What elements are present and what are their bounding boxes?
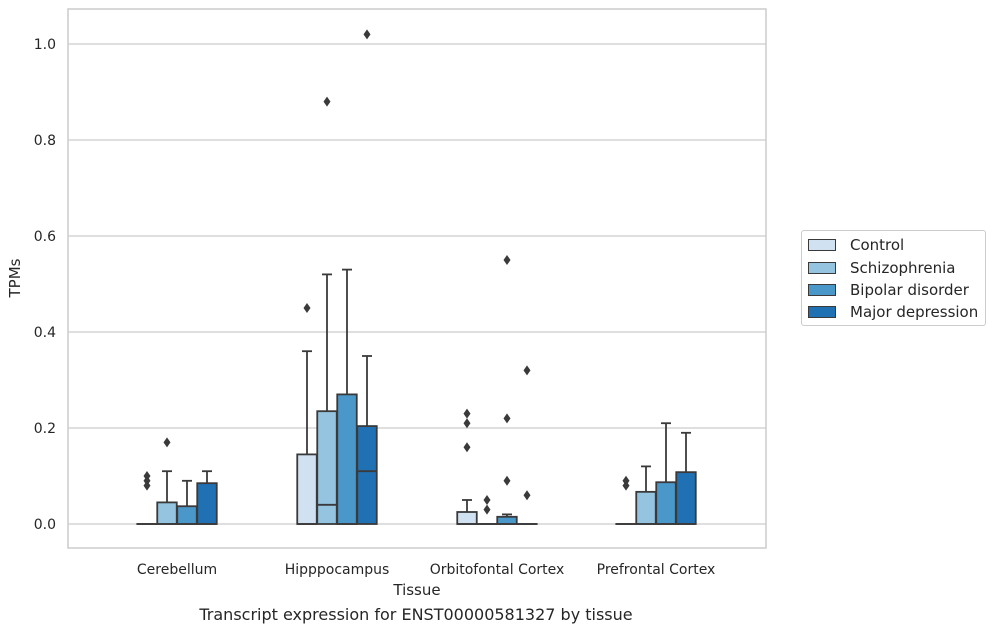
legend-label-control: Control [850, 236, 905, 254]
outlier-point [503, 475, 511, 486]
x-tick-label: Orbitofontal Cortex [430, 562, 565, 578]
box-rect [655, 481, 677, 525]
box-rect [156, 501, 178, 525]
y-tick-label: 0.0 [34, 517, 56, 533]
outlier-point [163, 437, 171, 448]
plot-area-frame [67, 8, 767, 549]
legend-label-major-depression: Major depression [850, 303, 979, 321]
outlier-point [463, 408, 471, 419]
outlier-point [523, 490, 531, 501]
outlier-point [323, 96, 331, 107]
outlier-point [363, 29, 371, 40]
x-tick-label: Hipppocampus [285, 562, 390, 578]
outlier-point [503, 255, 511, 265]
outlier-point [503, 413, 511, 424]
x-tick-label: Cerebellum [137, 562, 217, 578]
outlier-point [463, 442, 471, 453]
outlier-point [523, 365, 531, 376]
legend-label-bipolar-disorder: Bipolar disorder [850, 281, 969, 299]
box-rect [456, 511, 478, 525]
y-tick-label: 0.6 [34, 229, 56, 245]
box-rect [176, 505, 198, 525]
box-rect [356, 425, 378, 525]
box-rect [675, 471, 697, 525]
y-tick-label: 1.0 [34, 37, 56, 53]
x-tick-labels: Cerebellum Hipppocampus Orbitofontal Corte… [137, 562, 715, 578]
legend-label-schizophrenia: Schizophrenia [850, 259, 956, 277]
legend-swatch-bipolar-disorder [808, 284, 836, 296]
box-rect [496, 515, 518, 525]
box-rect [316, 410, 338, 525]
box-rect [336, 393, 358, 525]
outlier-point [483, 504, 491, 515]
legend-item-schizophrenia: Schizophrenia [808, 259, 955, 277]
legend: Control Schizophrenia Bipolar disorder M… [801, 230, 986, 326]
legend-item-major-depression: Major depression [808, 303, 978, 321]
legend-swatch-schizophrenia [808, 262, 836, 274]
box-rect [635, 490, 657, 525]
outlier-point [483, 495, 491, 505]
outlier-point [463, 418, 471, 429]
box-rect [296, 453, 318, 525]
chart-title: Transcript expression for ENST0000058132… [199, 605, 633, 624]
x-axis-label: Tissue [392, 581, 440, 599]
plot-outliers [143, 29, 630, 515]
plot-boxes [136, 268, 697, 525]
outlier-point [143, 471, 151, 481]
y-tick-labels: 0.0 0.2 0.4 0.6 0.8 1.0 [34, 37, 56, 533]
y-tick-label: 0.2 [34, 421, 56, 437]
y-tick-label: 0.8 [34, 133, 56, 149]
y-gridlines [68, 43, 766, 525]
box-rect [196, 482, 218, 525]
legend-item-control: Control [808, 236, 904, 254]
outlier-point [622, 475, 630, 486]
legend-item-bipolar-disorder: Bipolar disorder [808, 281, 969, 299]
y-axis-label: TPMs [6, 258, 24, 298]
legend-swatch-control [808, 239, 836, 251]
outlier-point [303, 303, 311, 313]
y-tick-label: 0.4 [34, 325, 56, 341]
x-tick-label: Prefrontal Cortex [597, 562, 716, 578]
legend-swatch-major-depression [808, 306, 836, 318]
